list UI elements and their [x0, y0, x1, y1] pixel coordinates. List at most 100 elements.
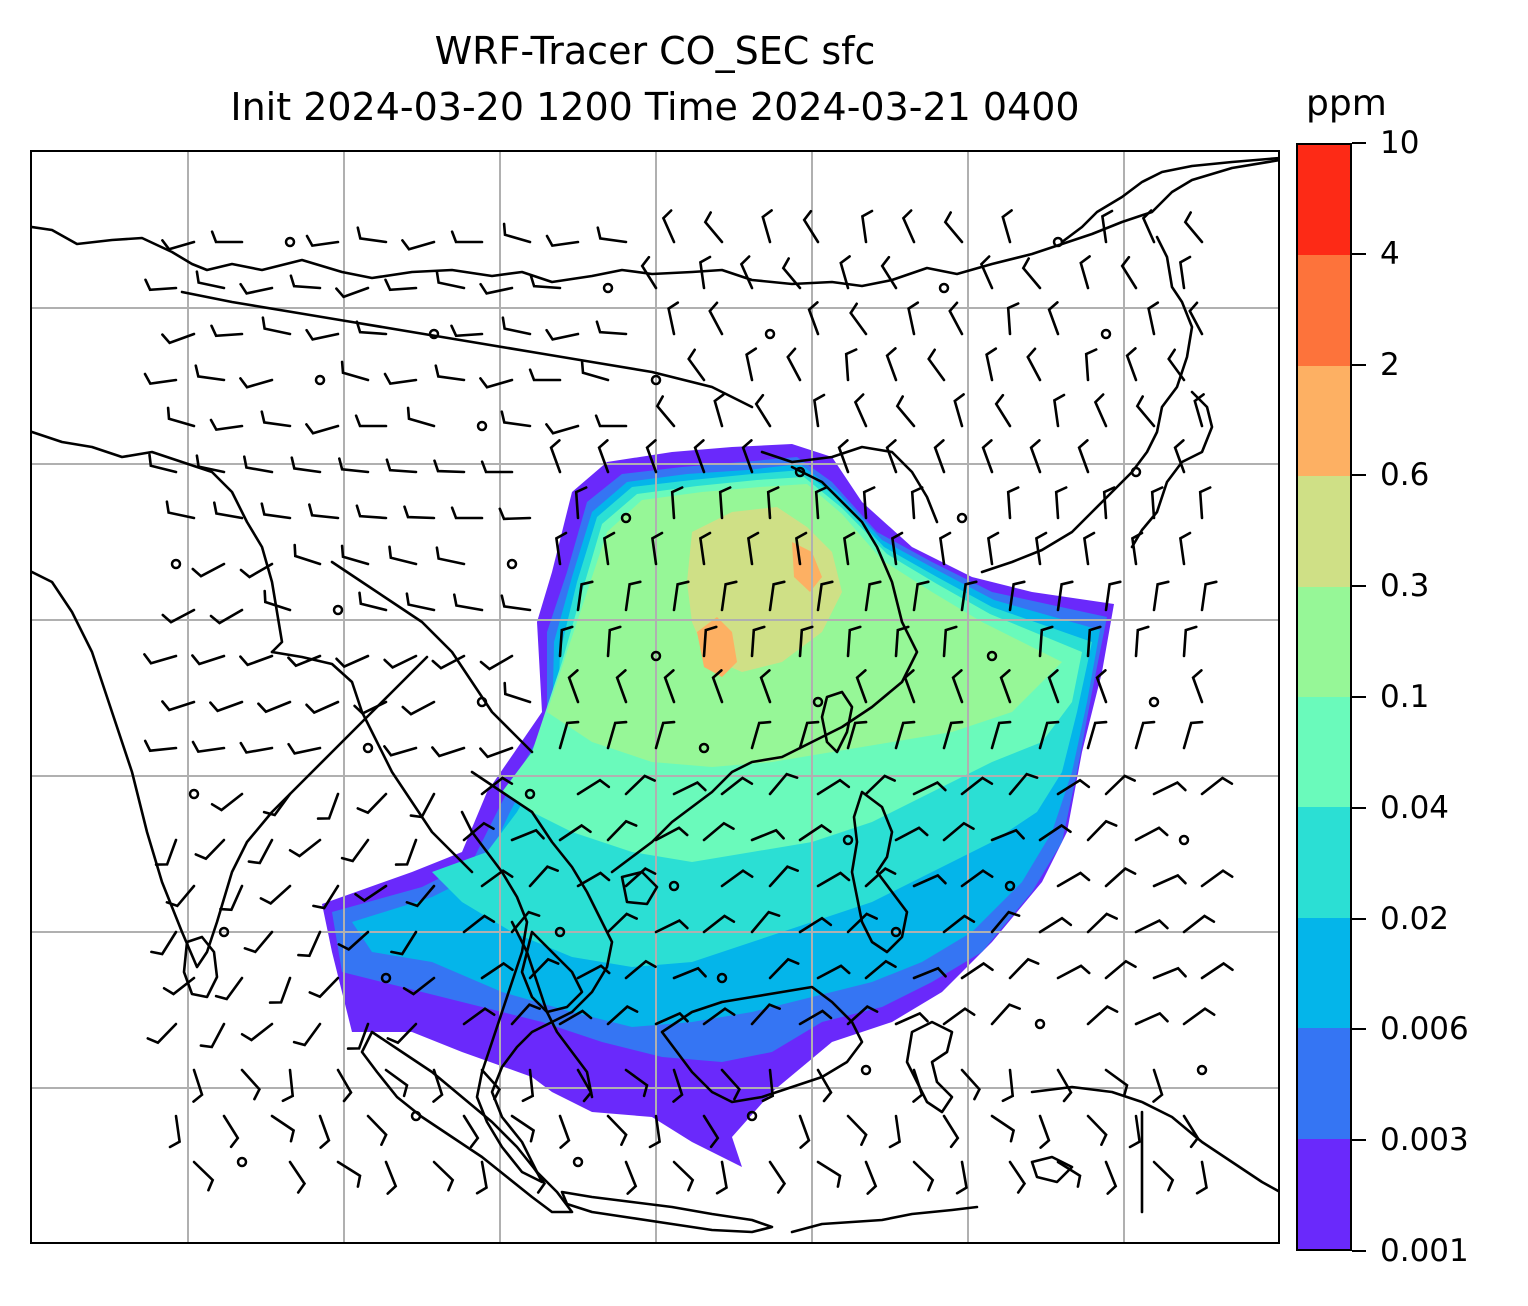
- coastlines: [32, 156, 1278, 1234]
- colorbar-tick-mark: [1352, 363, 1366, 366]
- coastline-north-china: [32, 159, 1278, 288]
- wind-barb: [450, 324, 484, 338]
- wind-barb: [661, 209, 676, 244]
- wind-barb: [990, 828, 1025, 842]
- wind-barb: [354, 414, 388, 428]
- wind-barb: [1152, 966, 1187, 980]
- wind-barb: [1056, 964, 1091, 980]
- wind-barb: [1104, 1160, 1118, 1195]
- wind-barb: [1056, 778, 1091, 796]
- wind-barb: [545, 423, 580, 435]
- wind-barb: [606, 720, 628, 750]
- wind-barb: [640, 255, 658, 290]
- coastline-west-asia: [32, 430, 284, 654]
- calm-wind-marker: [476, 696, 488, 708]
- wind-barb: [143, 739, 178, 753]
- wind-barb: [480, 776, 514, 796]
- wind-barb: [353, 700, 388, 715]
- calm-wind-marker: [1130, 466, 1142, 478]
- wind-barb: [1056, 1160, 1082, 1188]
- wind-barb: [702, 1007, 736, 1026]
- map-canvas: [32, 152, 1278, 1242]
- wind-barb: [750, 625, 766, 658]
- wind-barb: [480, 961, 514, 980]
- wind-barb: [355, 504, 388, 520]
- colorbar-tick-label: 0.6: [1380, 457, 1430, 494]
- coastline-timor: [1030, 1155, 1074, 1184]
- wind-barb: [1034, 531, 1048, 566]
- chart-title-line2: Init 2024-03-20 1200 Time 2024-03-21 040…: [230, 85, 1080, 129]
- wind-barb: [986, 531, 1000, 566]
- wind-barb: [431, 746, 466, 758]
- wind-barb: [1182, 625, 1198, 658]
- wind-barb: [479, 282, 514, 295]
- wind-barb: [654, 1011, 689, 1026]
- wind-barb: [1182, 1114, 1200, 1149]
- wind-barb: [713, 393, 725, 428]
- wind-barb: [1195, 1160, 1208, 1195]
- coastline-java: [560, 1190, 774, 1234]
- wind-barb: [308, 976, 340, 999]
- wind-barb: [503, 681, 532, 704]
- colorbar-tick-label: 10: [1380, 125, 1420, 161]
- colorbar-tick-mark: [1352, 917, 1366, 920]
- wind-barb: [434, 364, 466, 382]
- wind-barb: [239, 562, 274, 579]
- wind-barb: [1006, 302, 1020, 336]
- wind-barb: [1152, 1160, 1175, 1192]
- wind-barb: [846, 912, 878, 934]
- wind-barb: [698, 531, 712, 566]
- wind-barb: [960, 869, 994, 888]
- wind-barb: [576, 1068, 593, 1103]
- wind-barb: [846, 1114, 868, 1146]
- wind-barb: [199, 1022, 226, 1049]
- wind-barb: [239, 741, 274, 754]
- wind-barb: [960, 776, 994, 796]
- wind-barb: [812, 393, 826, 428]
- colorbar: [1296, 143, 1352, 1251]
- wind-barb: [890, 531, 904, 566]
- wind-barb: [981, 439, 994, 474]
- calm-wind-marker: [746, 1110, 758, 1122]
- wind-barb: [880, 255, 898, 290]
- wind-barb: [195, 270, 226, 290]
- wind-barb: [761, 209, 773, 244]
- wind-barb: [672, 1068, 684, 1103]
- wind-barb: [943, 211, 964, 244]
- wind-barb: [951, 669, 964, 704]
- colorbar-tick-mark: [1352, 1250, 1366, 1252]
- wind-barb: [702, 821, 735, 842]
- calm-wind-marker: [956, 512, 968, 524]
- wind-barb: [807, 301, 820, 336]
- wind-barb: [938, 531, 952, 566]
- wind-barb: [1150, 486, 1164, 520]
- wind-barb: [624, 580, 642, 612]
- wind-barb: [1047, 301, 1060, 336]
- wind-barb: [1006, 486, 1020, 520]
- wind-barb: [703, 211, 724, 244]
- wind-barbs: [143, 209, 1234, 1195]
- calm-wind-marker: [380, 972, 392, 984]
- wind-barb: [816, 871, 851, 888]
- coastline-shandong: [760, 445, 939, 524]
- wind-barb: [288, 1160, 307, 1194]
- wind-barb: [768, 1160, 787, 1194]
- wind-barb: [305, 234, 340, 248]
- wind-barb: [766, 486, 780, 520]
- wind-barb: [1021, 257, 1042, 290]
- wind-barb: [143, 653, 178, 665]
- colorbar-tick-label: 0.003: [1380, 1122, 1469, 1159]
- colorbar-segment: [1298, 586, 1350, 697]
- wind-barb: [1104, 1068, 1129, 1098]
- wind-barb: [1100, 209, 1114, 244]
- wind-barb: [192, 1160, 215, 1192]
- wind-barb: [1056, 580, 1074, 612]
- wind-barb: [462, 1007, 496, 1026]
- calm-wind-marker: [284, 236, 296, 248]
- wind-barb: [243, 930, 274, 954]
- wind-barb: [654, 720, 676, 750]
- calm-wind-marker: [716, 972, 728, 984]
- wind-barb: [453, 593, 484, 612]
- calm-wind-marker: [188, 788, 200, 800]
- wind-barb: [318, 1114, 331, 1149]
